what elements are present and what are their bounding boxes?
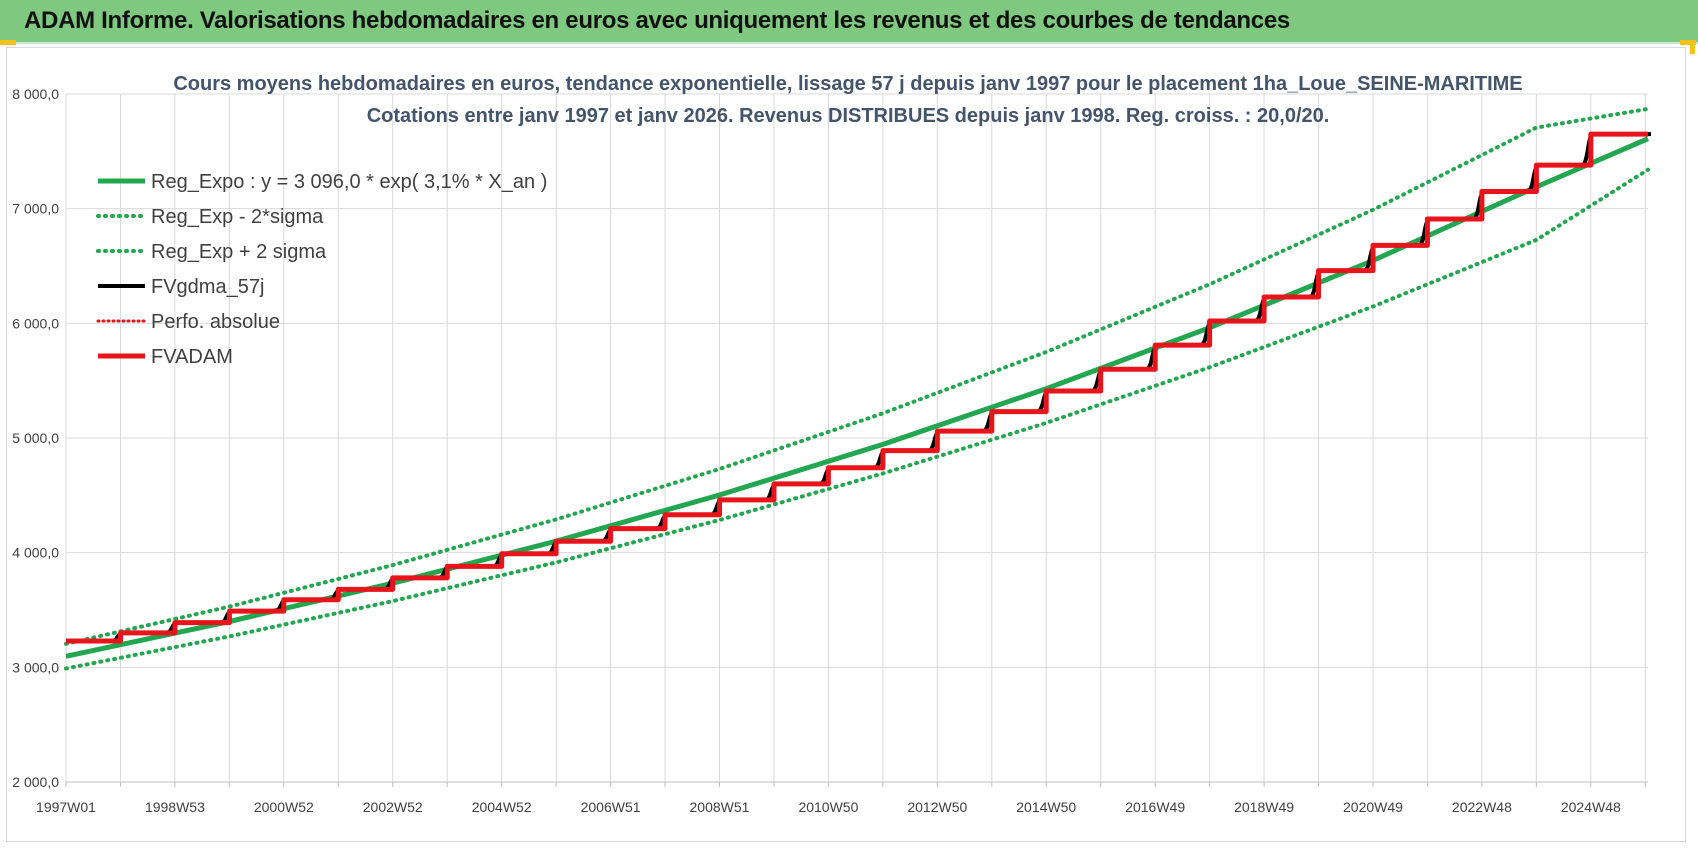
legend-label-fvgdma: FVgdma_57j — [151, 276, 264, 298]
x-tick-label: 2014W50 — [1016, 799, 1076, 815]
x-tick-label: 2018W49 — [1234, 799, 1294, 815]
legend: Reg_Expo : y = 3 096,0 * exp( 3,1% * X_a… — [96, 171, 547, 368]
corner-marker-top-right — [1680, 40, 1696, 45]
chart-title-backdrop — [205, 56, 1495, 124]
x-tick-label: 2022W48 — [1452, 799, 1512, 815]
chart-subtitle: Cotations entre janv 1997 et janv 2026. … — [367, 105, 1330, 127]
y-tick-label: 6 000,0 — [12, 315, 59, 331]
chart-frame — [6, 47, 1686, 842]
x-tick-label: 2016W49 — [1125, 799, 1185, 815]
x-tick-label: 2006W51 — [581, 799, 641, 815]
legend-label-reg_expo: Reg_Expo : y = 3 096,0 * exp( 3,1% * X_a… — [151, 171, 547, 193]
corner-marker-top-left — [0, 40, 16, 45]
series-layer — [64, 106, 1651, 671]
axes: 2 000,0 3 000,0 4 000,0 5 000,0 6 000,0 7 000… — [12, 86, 1648, 815]
x-tick-label: 2000W52 — [254, 799, 314, 815]
y-tick-label: 8 000,0 — [12, 86, 59, 102]
x-tick-label: 2008W51 — [690, 799, 750, 815]
x-tick-label: 2002W52 — [363, 799, 423, 815]
legend-label-fvadam: FVADAM — [151, 346, 233, 368]
series-reg-exp-plus-2sigma — [64, 106, 1650, 646]
corner-marker-right — [1690, 40, 1695, 54]
x-tick-label: 2012W50 — [907, 799, 967, 815]
y-tick-label: 4 000,0 — [12, 545, 59, 561]
header-bar: ADAM Informe. Valorisations hebdomadaire… — [0, 0, 1698, 44]
legend-label-reg_minus: Reg_Exp - 2*sigma — [151, 206, 324, 228]
x-tick-label: 2024W48 — [1561, 799, 1621, 815]
legend-label-perfo: Perfo. absolue — [151, 311, 280, 333]
series-fvadam — [66, 131, 1648, 644]
page-title: ADAM Informe. Valorisations hebdomadaire… — [24, 7, 1290, 34]
y-tick-label: 2 000,0 — [12, 774, 59, 790]
x-tick-label: 2004W52 — [472, 799, 532, 815]
y-tick-label: 3 000,0 — [12, 659, 59, 675]
y-tick-label: 7 000,0 — [12, 201, 59, 217]
x-tick-label: 2010W50 — [798, 799, 858, 815]
grid — [65, 93, 1648, 783]
chart-title: Cours moyens hebdomadaires en euros, ten… — [173, 73, 1522, 95]
x-tick-label: 2020W49 — [1343, 799, 1403, 815]
x-tick-label: 1998W53 — [145, 799, 205, 815]
series-reg-exp-minus-2sigma — [64, 167, 1650, 671]
x-tick-label: 1997W01 — [36, 799, 96, 815]
y-tick-label: 5 000,0 — [12, 430, 59, 446]
legend-label-reg_plus: Reg_Exp + 2 sigma — [151, 241, 327, 263]
